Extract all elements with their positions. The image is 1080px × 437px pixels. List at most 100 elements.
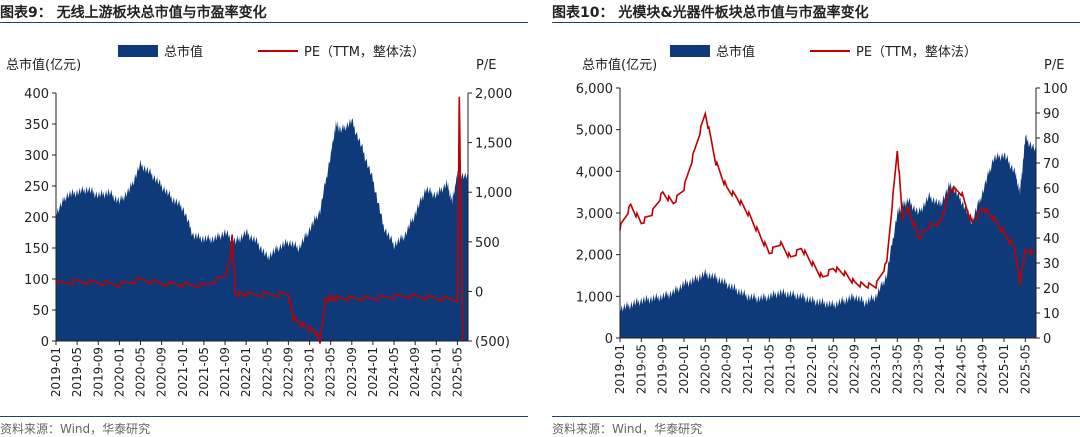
y-axis-label-left: 总市值(亿元)	[582, 57, 657, 73]
x-tick-label: 2022-05	[260, 347, 274, 397]
x-tick-label: 2021-05	[197, 347, 211, 397]
y-tick-label-left: 150	[24, 242, 49, 257]
title-rule	[552, 22, 1080, 23]
chart-panel-left: 图表9： 无线上游板块总市值与市盈率变化 总市值 PE（TTM，整体法） 总市值(亿…	[0, 0, 528, 437]
y-tick-label-left: 400	[24, 87, 49, 102]
y-tick-label-left: 250	[24, 180, 49, 195]
x-tick-label: 2023-01	[869, 344, 883, 394]
y-tick-label-left: 1,000	[576, 290, 613, 305]
y-tick-label-left: 300	[24, 149, 49, 164]
x-tick-label: 2021-09	[218, 347, 232, 397]
x-tick-label: 2021-01	[176, 347, 190, 397]
series-line-pe	[55, 96, 464, 344]
x-tick-label: 2020-05	[134, 347, 148, 397]
y-tick-label-right: 30	[1043, 257, 1060, 272]
y-tick-label-left: 5,000	[576, 124, 613, 139]
y-tick-label-left: 100	[24, 273, 49, 288]
source-rule	[0, 416, 528, 417]
x-tick-label: 2020-01	[677, 344, 691, 394]
y-tick-label-right: 40	[1043, 232, 1060, 247]
chart-title: 图表10： 光模块&光器件板块总市值与市盈率变化	[552, 5, 869, 21]
y-tick-label-right: 80	[1043, 132, 1060, 147]
series-area-market-cap	[620, 134, 1036, 338]
x-tick-label: 2023-09	[345, 347, 359, 397]
x-tick-label: 2019-01	[613, 344, 627, 394]
y-tick-label-right: 20	[1043, 282, 1060, 297]
y-tick-label-right: 10	[1043, 307, 1060, 322]
x-tick-label: 2024-05	[387, 347, 401, 397]
x-tick-label: 2019-01	[49, 347, 63, 397]
source-rule	[552, 416, 1080, 417]
x-tick-label: 2022-09	[281, 347, 295, 397]
source-note: 资料来源：Wind，华泰研究	[552, 422, 703, 436]
y-tick-label-right: 90	[1043, 107, 1060, 122]
y-tick-label-right: 50	[1043, 207, 1060, 222]
chart-panel-right: 图表10： 光模块&光器件板块总市值与市盈率变化 总市值 PE（TTM，整体法）总…	[552, 0, 1080, 437]
y-tick-label-left: 3,000	[576, 207, 613, 222]
chart-svg: 总市值 PE（TTM，整体法） 总市值(亿元) P/E 0 50 100 150 200 250 3…	[6, 44, 512, 397]
x-tick-label: 2024-09	[408, 347, 422, 397]
series-line-pe	[619, 110, 1037, 290]
x-tick-label: 2020-09	[720, 344, 734, 394]
y-tick-label-right: 0	[1043, 332, 1051, 347]
x-tick-label: 2023-01	[303, 347, 317, 397]
x-tick-label: 2023-09	[912, 344, 926, 394]
x-tick-label: 2023-05	[324, 347, 338, 397]
x-tick-label: 2022-01	[239, 347, 253, 397]
y-tick-label-left: 6,000	[576, 82, 613, 97]
x-tick-label: 2019-05	[634, 344, 648, 394]
legend-swatch-area	[118, 45, 158, 57]
chart-svg: 总市值 PE（TTM，整体法） 总市值(亿元) P/E 0 1,000 2,000 3,000…	[576, 44, 1068, 394]
x-tick-label: 2022-09	[848, 344, 862, 394]
legend-label: PE（TTM，整体法）	[304, 45, 425, 60]
y-tick-label-right: 100	[1043, 82, 1068, 97]
x-tick-label: 2021-05	[762, 344, 776, 394]
source-note: 资料来源：Wind，华泰研究	[0, 422, 151, 436]
legend-label: 总市值	[164, 44, 203, 60]
y-axis-label-right: P/E	[1044, 58, 1064, 73]
y-tick-label-left: 200	[24, 211, 49, 226]
x-tick-label: 2024-09	[976, 344, 990, 394]
y-tick-label-left: 350	[24, 118, 49, 133]
series-area-market-cap	[56, 118, 468, 341]
y-tick-label-right: (500)	[475, 335, 510, 350]
x-tick-label: 2021-01	[741, 344, 755, 394]
x-tick-label: 2020-05	[698, 344, 712, 394]
y-tick-label-left: 4,000	[576, 165, 613, 180]
title-rule	[0, 22, 528, 23]
x-tick-label: 2019-09	[91, 347, 105, 397]
legend-swatch-area	[670, 45, 710, 57]
legend-label: 总市值	[716, 44, 755, 60]
chart-title: 图表9： 无线上游板块总市值与市盈率变化	[0, 5, 267, 21]
x-tick-label: 2024-01	[366, 347, 380, 397]
x-tick-label: 2022-01	[805, 344, 819, 394]
x-tick-label: 2020-09	[155, 347, 169, 397]
x-tick-label: 2024-05	[954, 344, 968, 394]
y-tick-label-right: 1,000	[475, 186, 512, 201]
x-tick-label: 2025-05	[450, 347, 464, 397]
y-tick-label-right: 500	[475, 236, 500, 251]
y-tick-label-right: 70	[1043, 157, 1060, 172]
y-tick-label-right: 60	[1043, 182, 1060, 197]
y-axis-label-left: 总市值(亿元)	[6, 57, 81, 73]
legend-label: PE（TTM，整体法）	[856, 45, 977, 60]
x-tick-label: 2025-05	[1018, 344, 1032, 394]
x-tick-label: 2020-01	[112, 347, 126, 397]
y-tick-label-left: 0	[605, 332, 613, 347]
legend: 总市值 PE（TTM，整体法）	[670, 44, 977, 60]
y-tick-label-right: 2,000	[475, 87, 512, 102]
x-tick-label: 2022-05	[826, 344, 840, 394]
legend: 总市值 PE（TTM，整体法）	[118, 44, 425, 60]
y-tick-label-left: 2,000	[576, 249, 613, 264]
y-tick-label-right: 0	[475, 285, 483, 300]
x-tick-label: 2021-09	[784, 344, 798, 394]
y-tick-label-left: 0	[41, 335, 49, 350]
x-tick-label: 2024-01	[933, 344, 947, 394]
x-tick-label: 2019-05	[70, 347, 84, 397]
x-tick-label: 2023-05	[890, 344, 904, 394]
y-tick-label-right: 1,500	[475, 137, 512, 152]
x-tick-label: 2019-09	[656, 344, 670, 394]
x-tick-label: 2025-01	[429, 347, 443, 397]
x-tick-label: 2025-01	[997, 344, 1011, 394]
y-axis-label-right: P/E	[476, 58, 496, 73]
